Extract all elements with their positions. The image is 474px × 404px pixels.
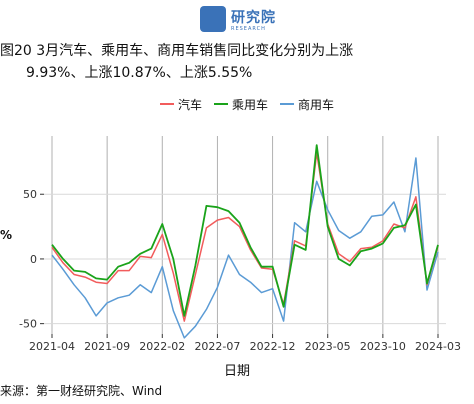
logo-emblem-icon <box>200 6 226 32</box>
series-line-car <box>51 152 439 322</box>
x-tick-label: 2022-12 <box>250 340 296 353</box>
x-tick-label: 2022-02 <box>139 340 185 353</box>
y-axis-label: % <box>0 228 13 242</box>
x-tick-label: 2023-10 <box>360 340 406 353</box>
logo-text: 研究院 <box>231 10 276 26</box>
figure-title-line2: 9.93%、上涨10.87%、上涨5.55% <box>26 65 253 81</box>
x-tick-label: 2024-03 <box>415 340 461 353</box>
legend-item-car: 汽车 <box>160 96 202 113</box>
legend-label-passenger: 乘用车 <box>232 97 269 112</box>
y-tick-label: 0 <box>30 253 37 266</box>
figure-title-line1: 图20 3月汽车、乘用车、商用车销售同比变化分别为上涨 <box>0 43 354 59</box>
legend-swatch-commercial <box>280 103 295 105</box>
logo-subtext: RESEARCH <box>231 26 266 32</box>
line-chart: 2021-04 2021-09 2022-02 2022-07 2022-12 2023-… <box>19 136 461 353</box>
legend-label-car: 汽车 <box>178 97 203 112</box>
source-note: 来源：第一财经研究院、Wind <box>0 384 163 398</box>
x-tick-label: 2023-05 <box>305 340 351 353</box>
x-tick-label: 2022-07 <box>194 340 240 353</box>
legend-item-passenger: 乘用车 <box>214 96 268 113</box>
y-tick-label: 50 <box>23 188 37 201</box>
chart-legend: 汽车 乘用车 商用车 <box>160 96 334 112</box>
y-tick-label: -50 <box>19 318 37 331</box>
series-line-commercial <box>51 157 439 339</box>
x-axis-label: 日期 <box>224 364 251 379</box>
series-line-passenger <box>51 144 439 317</box>
x-tick-label: 2021-09 <box>84 340 130 353</box>
research-institute-logo: 研究院 RESEARCH <box>200 4 280 34</box>
x-tick-label: 2021-04 <box>29 340 75 353</box>
legend-item-commercial: 商用车 <box>280 96 334 113</box>
legend-swatch-passenger <box>214 103 229 105</box>
legend-label-commercial: 商用车 <box>298 97 335 112</box>
legend-swatch-car <box>160 103 174 105</box>
